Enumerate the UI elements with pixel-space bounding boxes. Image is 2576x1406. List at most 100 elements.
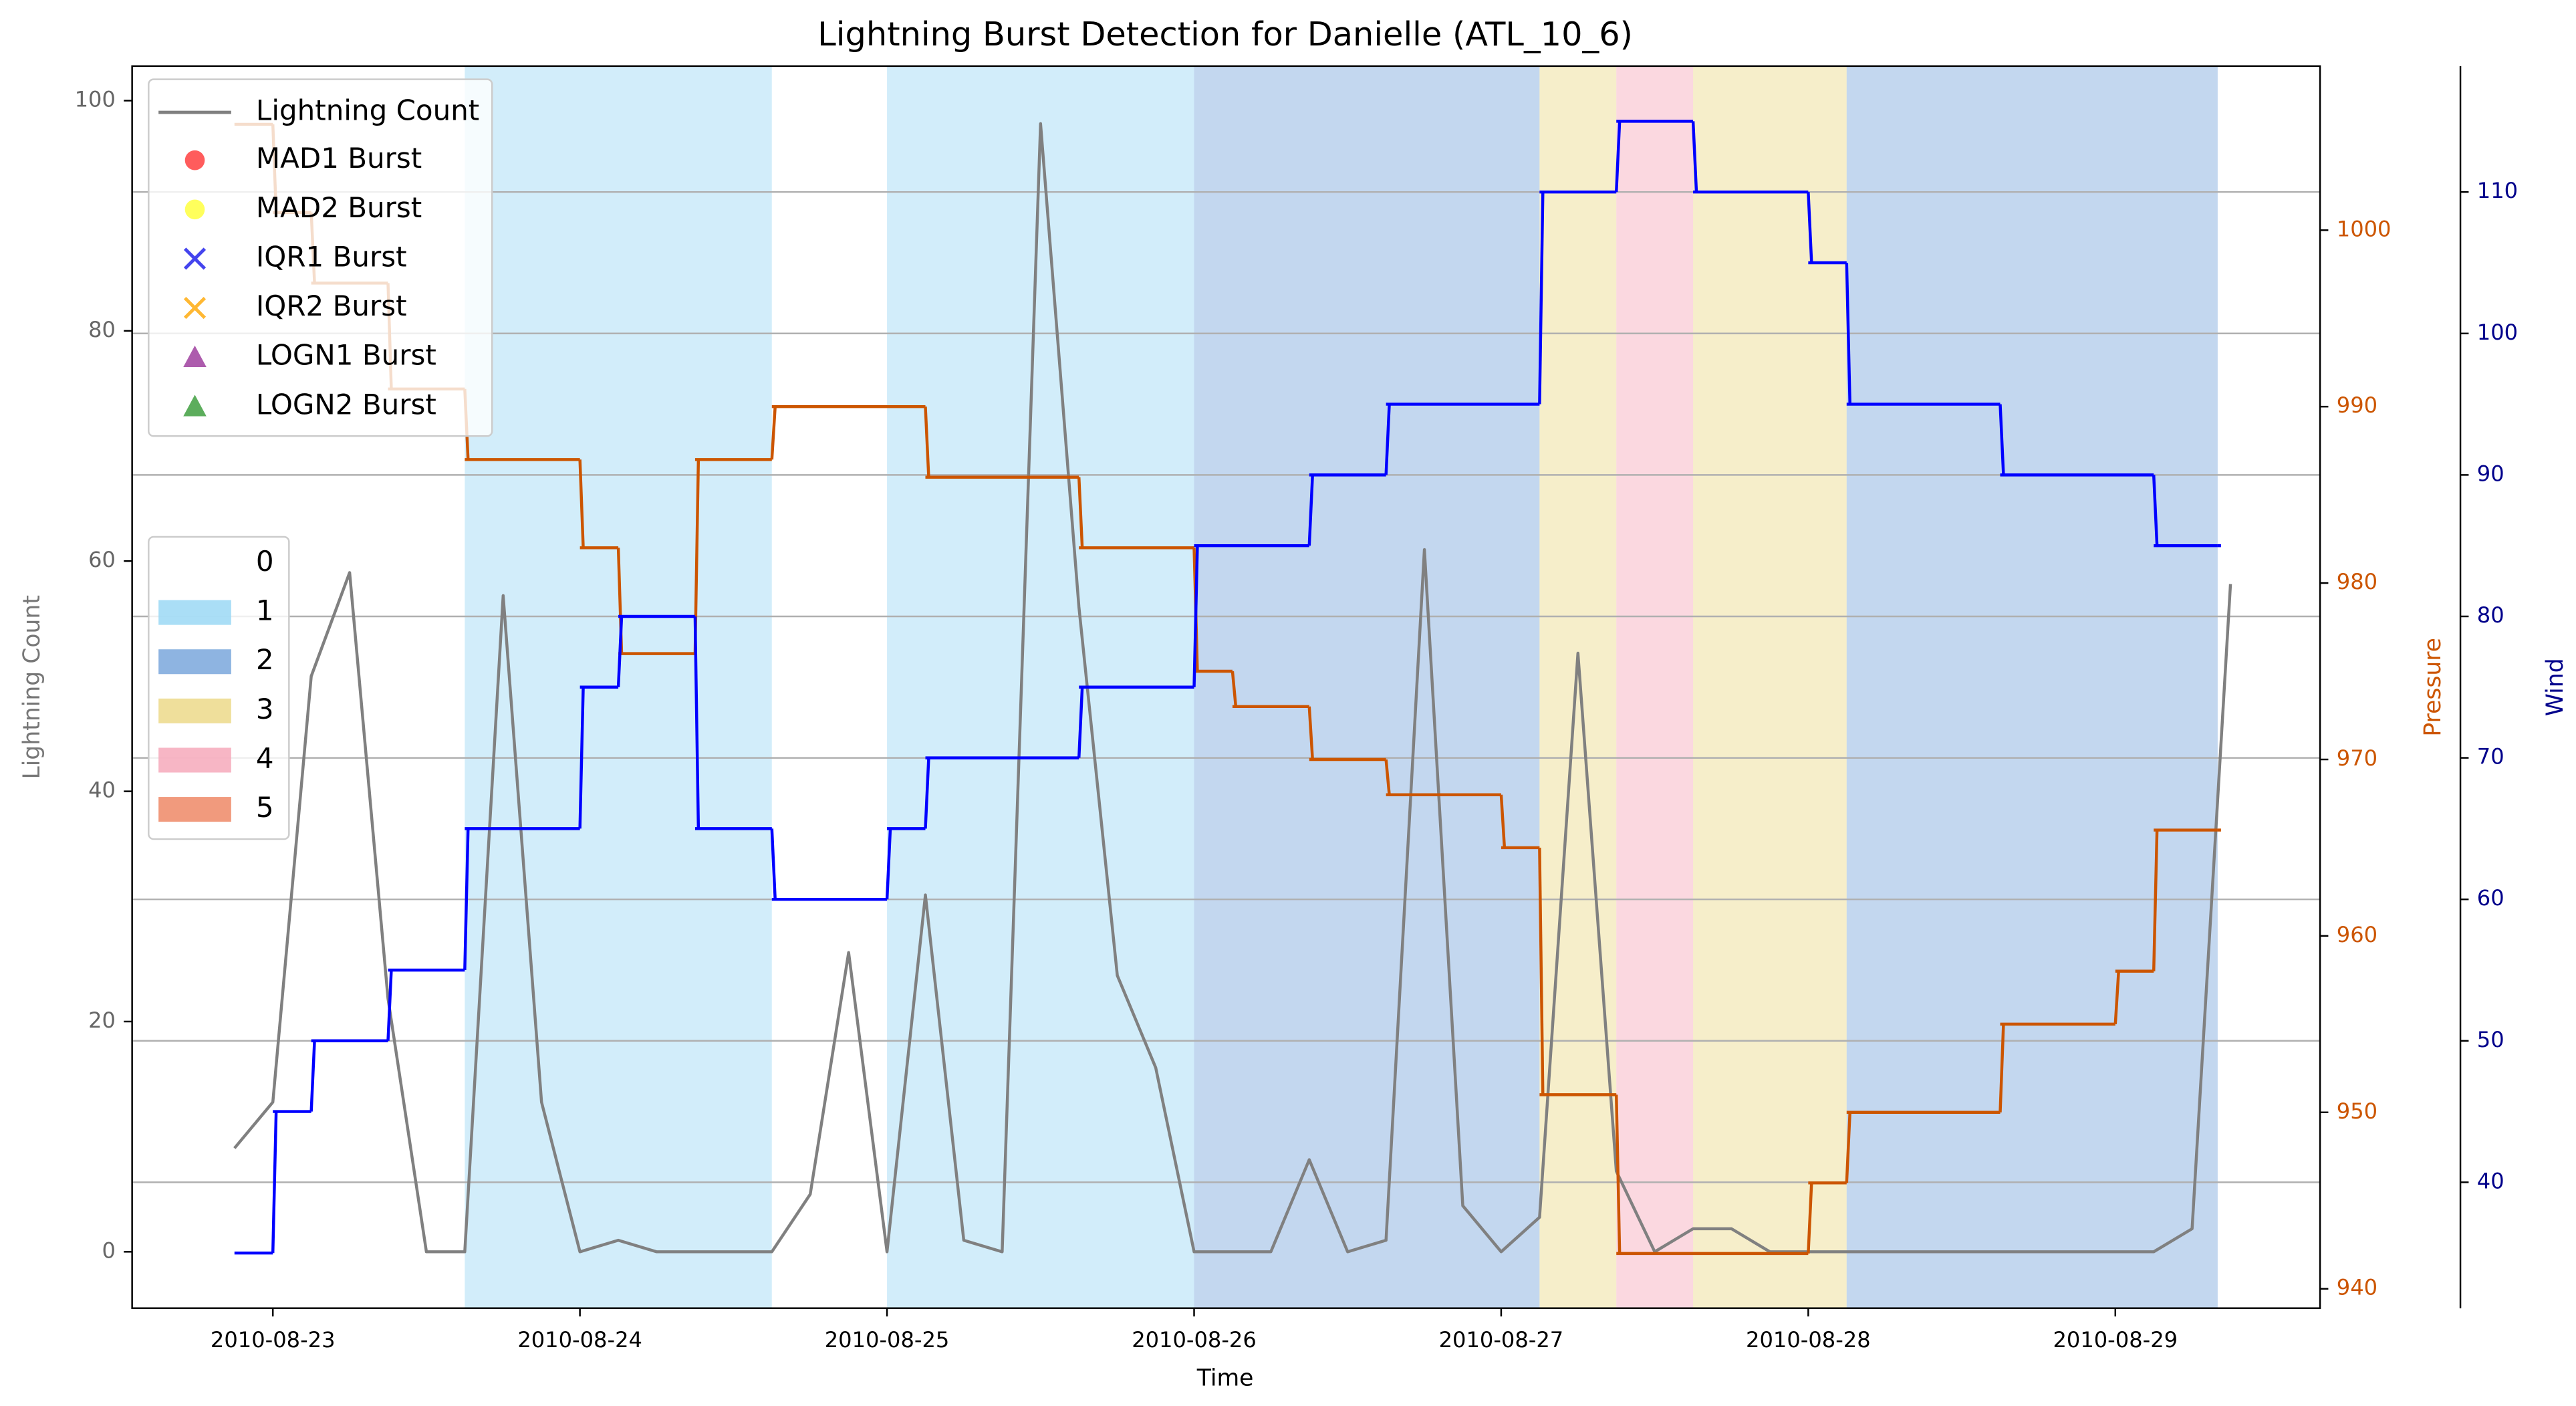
step-riser — [1499, 794, 1507, 848]
step-riser — [1614, 121, 1622, 193]
plot-frame — [131, 65, 2321, 1309]
legend-patch — [158, 747, 231, 773]
step-riser — [386, 969, 393, 1041]
y2-tick-label: 1000 — [2337, 216, 2392, 241]
step-riser — [1614, 1094, 1622, 1254]
y2-tick-label: 980 — [2337, 569, 2377, 594]
legend-label: 2 — [256, 643, 274, 676]
y-tick-label: 60 — [88, 547, 116, 572]
legend-patch — [158, 649, 231, 675]
y3-tick-label: 70 — [2477, 744, 2504, 770]
legend-label: IQR2 Burst — [256, 289, 407, 322]
step-riser — [1691, 121, 1698, 193]
step-riser — [1231, 671, 1238, 707]
category-band — [1616, 66, 1694, 1308]
category-bands — [234, 66, 2218, 1308]
x-tick-label: 2010-08-29 — [2053, 1327, 2178, 1353]
legend-patch — [158, 797, 231, 822]
step-riser — [1307, 706, 1314, 760]
y3-tick-label: 110 — [2477, 178, 2518, 203]
step-riser — [1845, 1112, 1851, 1183]
category-band — [1539, 66, 1617, 1308]
x-tick-label: 2010-08-25 — [825, 1327, 950, 1353]
y2-tick-label: 940 — [2337, 1275, 2377, 1300]
category-band — [1194, 66, 1540, 1308]
legend-marker — [184, 150, 205, 170]
step-riser — [1999, 1024, 2005, 1112]
y2-tick-label: 960 — [2337, 922, 2377, 947]
legend-patch — [158, 550, 231, 576]
legend-label: MAD1 Burst — [256, 142, 422, 174]
y2-tick-label: 970 — [2337, 745, 2377, 771]
axes: Lightning Burst Detection for Danielle (… — [19, 15, 2569, 1392]
y2-axis-label: Pressure — [2420, 638, 2446, 737]
x-tick-label: 2010-08-28 — [1746, 1327, 1871, 1353]
y-tick-label: 40 — [88, 778, 116, 803]
step-riser — [578, 687, 585, 829]
legend-label: 4 — [256, 741, 274, 774]
category-band — [1846, 66, 2218, 1308]
step-riser — [693, 616, 700, 829]
y2-tick-label: 990 — [2337, 392, 2377, 418]
step-riser — [463, 828, 470, 971]
y-tick-label: 20 — [88, 1008, 116, 1033]
step-riser — [1192, 546, 1199, 687]
legend-label: MAD2 Burst — [256, 191, 422, 224]
y3-tick-label: 100 — [2477, 320, 2518, 345]
step-riser — [1999, 404, 2005, 475]
y3-tick-label: 90 — [2477, 461, 2504, 486]
legend-marker — [184, 199, 205, 220]
step-riser — [1538, 847, 1545, 1095]
legend-patch — [158, 698, 231, 723]
legend-label: Lightning Count — [256, 94, 479, 127]
legend: Lightning Count MAD1 Burst MAD2 Burst IQR1 … — [148, 78, 493, 840]
step-riser — [885, 828, 892, 900]
legend-label: 3 — [256, 693, 274, 725]
legend-marker — [183, 296, 207, 320]
y-axis-label: Lightning Count — [19, 595, 45, 779]
y-tick-label: 0 — [102, 1238, 115, 1263]
legend-label: 0 — [256, 545, 274, 578]
x-tick-label: 2010-08-27 — [1439, 1327, 1564, 1353]
step-riser — [2152, 830, 2159, 971]
lightning-line — [233, 122, 2232, 1254]
y-tick-label: 100 — [75, 87, 116, 112]
category-band — [1693, 66, 1847, 1308]
legend-marker — [183, 345, 207, 367]
step-riser — [1307, 475, 1314, 546]
step-riser — [1384, 404, 1391, 475]
y3-tick-label: 50 — [2477, 1027, 2504, 1052]
step-riser — [578, 459, 585, 548]
step-riser — [1845, 262, 1851, 404]
step-riser — [1077, 687, 1084, 758]
legend-patch — [158, 600, 231, 625]
step-riser — [2113, 971, 2120, 1024]
step-riser — [309, 1040, 316, 1112]
y3-tick-label: 60 — [2477, 885, 2504, 911]
step-riser — [2152, 475, 2159, 546]
y3-axis-label: Wind — [2542, 658, 2569, 716]
x-tick-label: 2010-08-26 — [1132, 1327, 1257, 1353]
grid — [132, 191, 2321, 1183]
y3-tick-label: 40 — [2477, 1168, 2504, 1193]
step-riser — [271, 1111, 278, 1254]
legend-label: IQR1 Burst — [256, 240, 407, 273]
y-tick-label: 80 — [88, 317, 116, 342]
y3-tick-label: 80 — [2477, 602, 2504, 628]
legend-label: 1 — [256, 594, 274, 627]
x-tick-label: 2010-08-23 — [211, 1327, 336, 1353]
legend-box — [148, 78, 493, 437]
step-riser — [616, 616, 624, 687]
step-riser — [924, 406, 930, 477]
x-axis-label: Time — [1196, 1365, 1254, 1391]
legend-marker — [183, 394, 207, 417]
chart-title: Lightning Burst Detection for Danielle (… — [817, 15, 1633, 53]
y2-tick-label: 950 — [2337, 1098, 2377, 1124]
step-riser — [924, 757, 930, 829]
step-riser — [770, 406, 777, 460]
x-tick-label: 2010-08-24 — [517, 1327, 642, 1353]
step-riser — [1538, 192, 1545, 404]
legend-marker — [183, 247, 207, 270]
step-riser — [770, 828, 777, 900]
